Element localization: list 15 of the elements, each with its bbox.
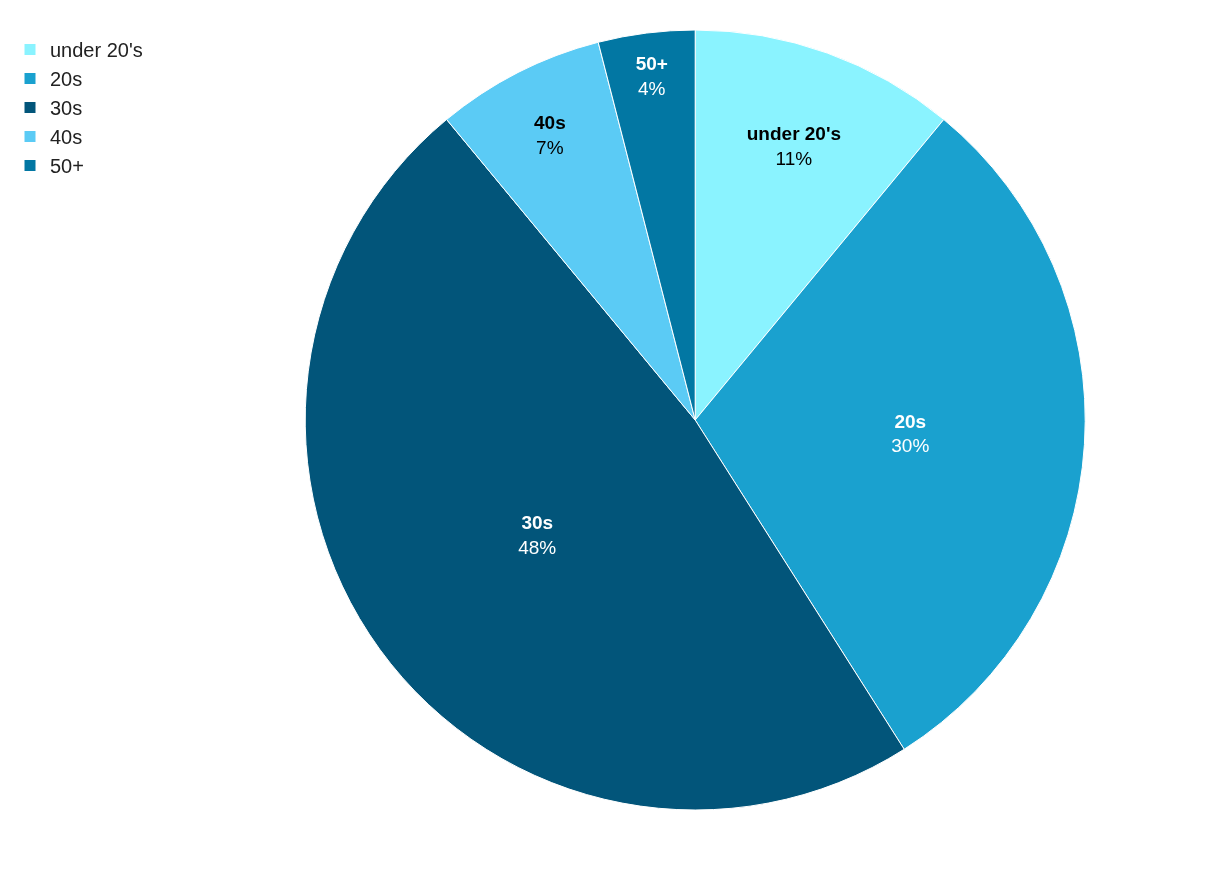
slice-label: 30s	[521, 511, 554, 533]
data-label: 7%	[536, 136, 564, 158]
data-label: 4%	[638, 78, 666, 100]
slice-label: under 20's	[746, 123, 842, 145]
legend-label: 20s	[50, 68, 83, 91]
legend-label: 50+	[50, 155, 84, 178]
legend-label: 30s	[50, 97, 83, 120]
slice-label: 20s	[894, 410, 927, 432]
data-label: 48%	[518, 536, 557, 558]
data-label: 11%	[775, 147, 813, 169]
slice-label: 50+	[635, 53, 668, 75]
legend-label: 40s	[50, 126, 83, 149]
legend-label: under 20's	[50, 39, 143, 62]
slice-label: 40s	[534, 111, 566, 133]
data-label: 30%	[891, 435, 930, 457]
